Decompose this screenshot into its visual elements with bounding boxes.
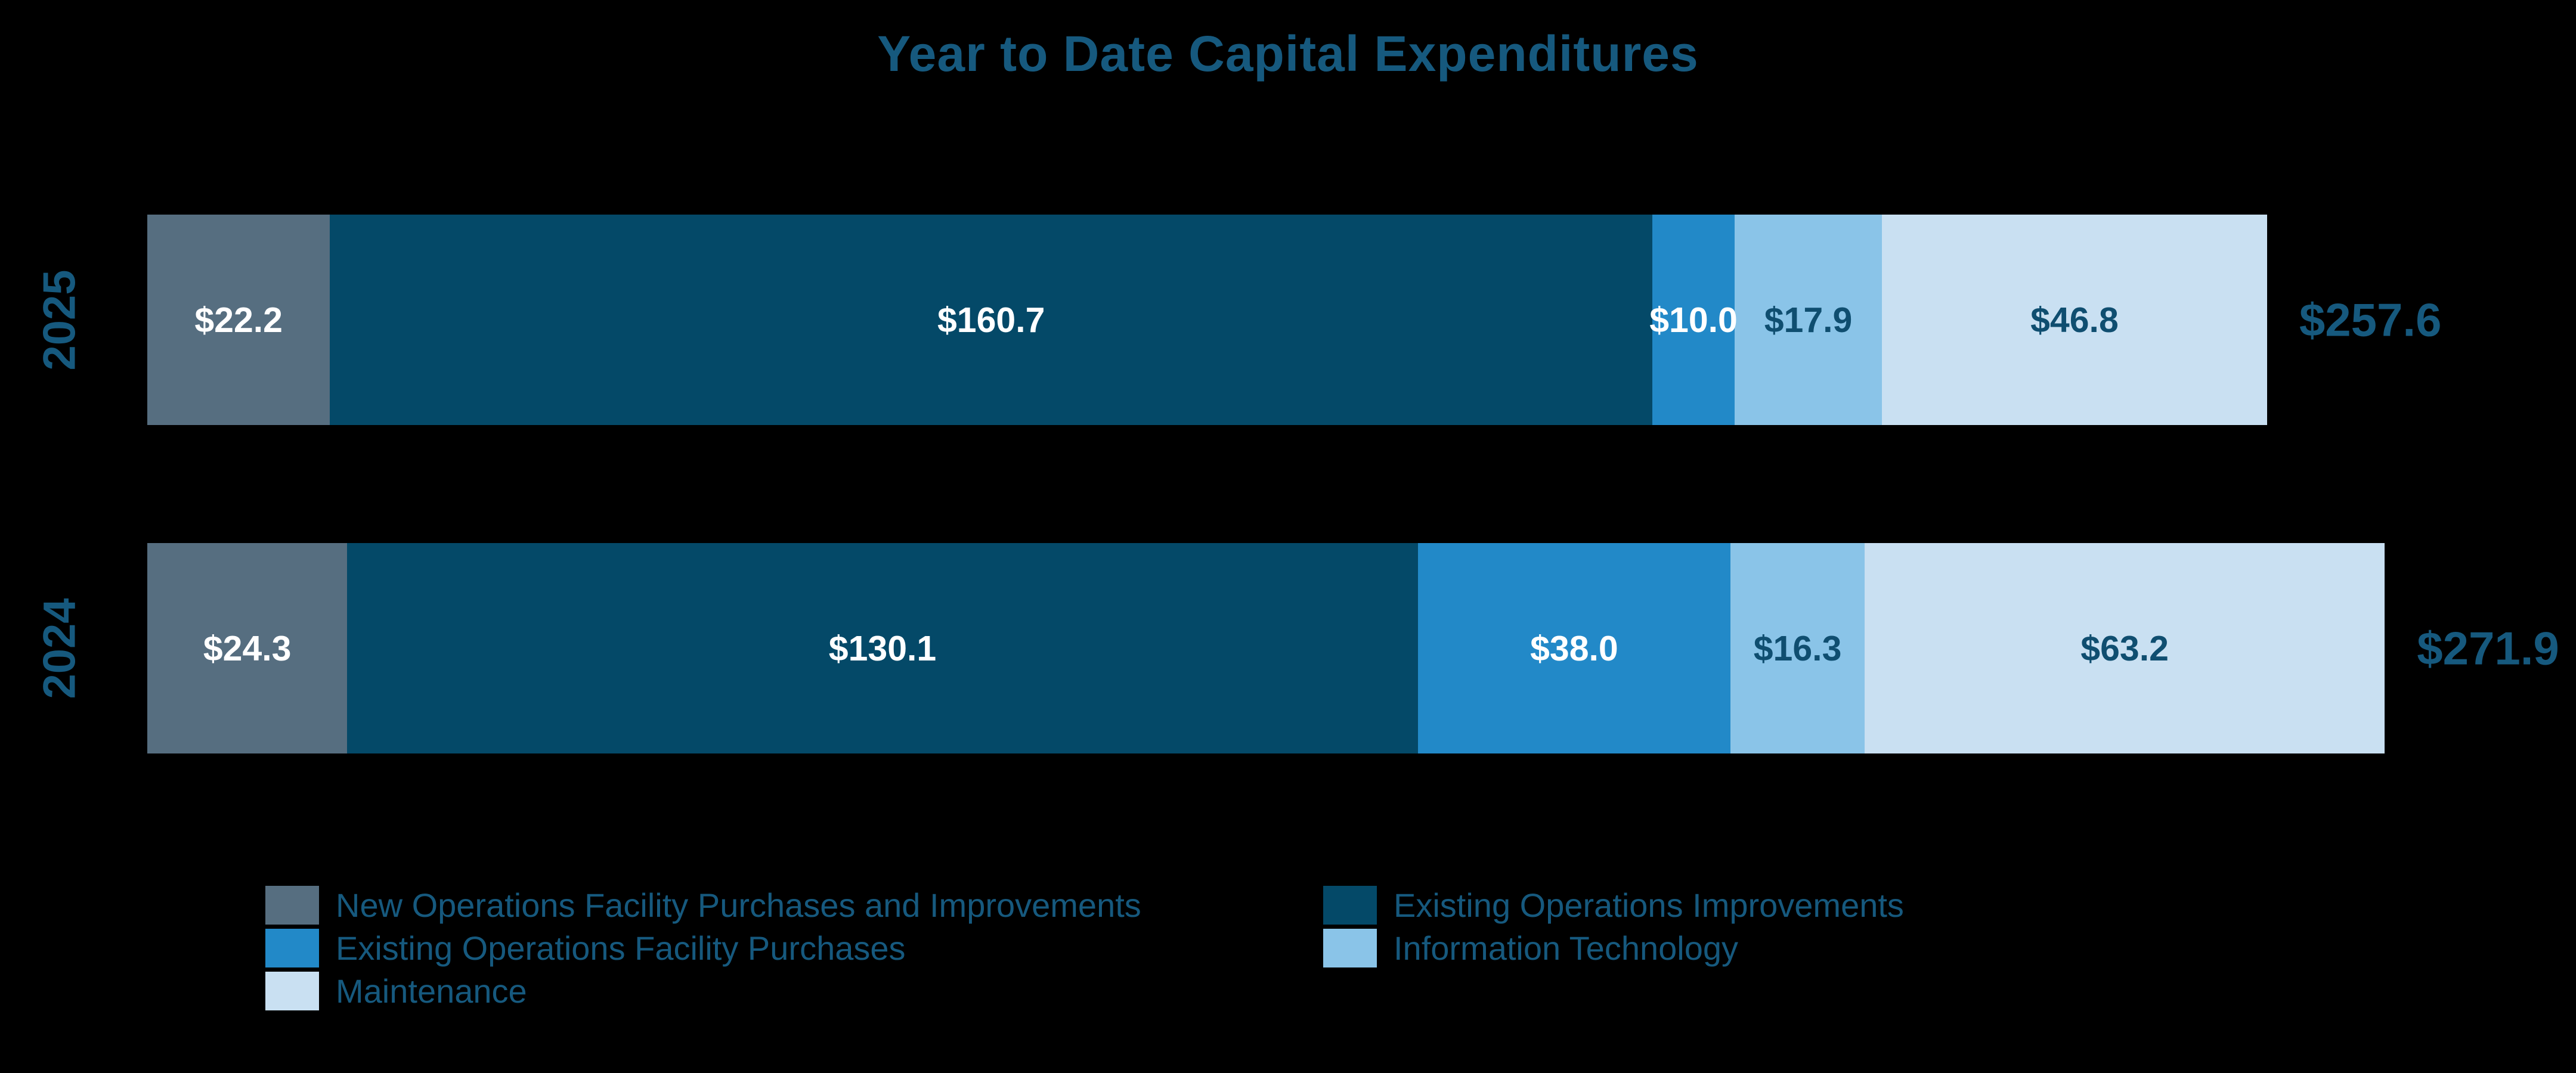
bar-segment: $22.2 — [147, 215, 330, 425]
stacked-bar-2025: $22.2 $160.7 $10.0 $17.9 $46.8 — [147, 215, 2267, 425]
legend-label: New Operations Facility Purchases and Im… — [336, 886, 1141, 924]
legend-item: Existing Operations Improvements — [1323, 886, 1904, 925]
legend-label: Existing Operations Facility Purchases — [336, 929, 906, 967]
stacked-bar-2024: $24.3 $130.1 $38.0 $16.3 $63.2 — [147, 543, 2385, 753]
bar-row-2024: 2024 $24.3 $130.1 $38.0 $16.3 $63.2 $271.9 — [0, 543, 2576, 753]
legend-label: Information Technology — [1394, 929, 1738, 967]
segment-value-label: $22.2 — [194, 300, 283, 340]
segment-value-label: $10.0 — [1649, 300, 1738, 340]
segment-value-label: $24.3 — [203, 628, 292, 668]
bar-segment: $63.2 — [1865, 543, 2385, 753]
bar-segment: $10.0 — [1649, 215, 1738, 425]
segment-value-label: $130.1 — [828, 628, 937, 668]
bar-segment: $17.9 — [1735, 215, 1883, 425]
bar-segment: $38.0 — [1417, 543, 1731, 753]
legend-label: Existing Operations Improvements — [1394, 886, 1904, 924]
segment-value-label: $46.8 — [2030, 300, 2119, 340]
segment-value-label: $38.0 — [1530, 628, 1618, 668]
legend-label: Maintenance — [336, 972, 527, 1010]
bar-segment: $130.1 — [347, 543, 1418, 753]
bar-segment: $46.8 — [1882, 215, 2267, 425]
chart-title: Year to Date Capital Expenditures — [877, 26, 1699, 82]
bar-row-2025: 2025 $22.2 $160.7 $10.0 $17.9 $46.8 $257.6 — [0, 215, 2576, 425]
legend-color-swatch — [265, 929, 319, 967]
bar-segment: $16.3 — [1730, 543, 1865, 753]
legend-item: Existing Operations Facility Purchases — [265, 929, 906, 967]
legend-item: New Operations Facility Purchases and Im… — [265, 886, 1141, 925]
legend-item: Information Technology — [1323, 929, 1738, 967]
segment-value-label: $16.3 — [1753, 628, 1842, 668]
segment-value-label: $63.2 — [2080, 628, 2169, 668]
legend-color-swatch — [265, 972, 319, 1010]
legend-color-swatch — [265, 886, 319, 925]
bar-total-label: $271.9 — [2417, 622, 2559, 674]
bar-total-label: $257.6 — [2299, 293, 2442, 346]
segment-value-label: $160.7 — [937, 300, 1045, 340]
legend-color-swatch — [1323, 886, 1377, 925]
legend-item: Maintenance — [265, 972, 527, 1010]
bar-segment: $160.7 — [330, 215, 1653, 425]
bar-segment: $24.3 — [147, 543, 348, 753]
segment-value-label: $17.9 — [1764, 300, 1853, 340]
legend-color-swatch — [1323, 929, 1377, 967]
